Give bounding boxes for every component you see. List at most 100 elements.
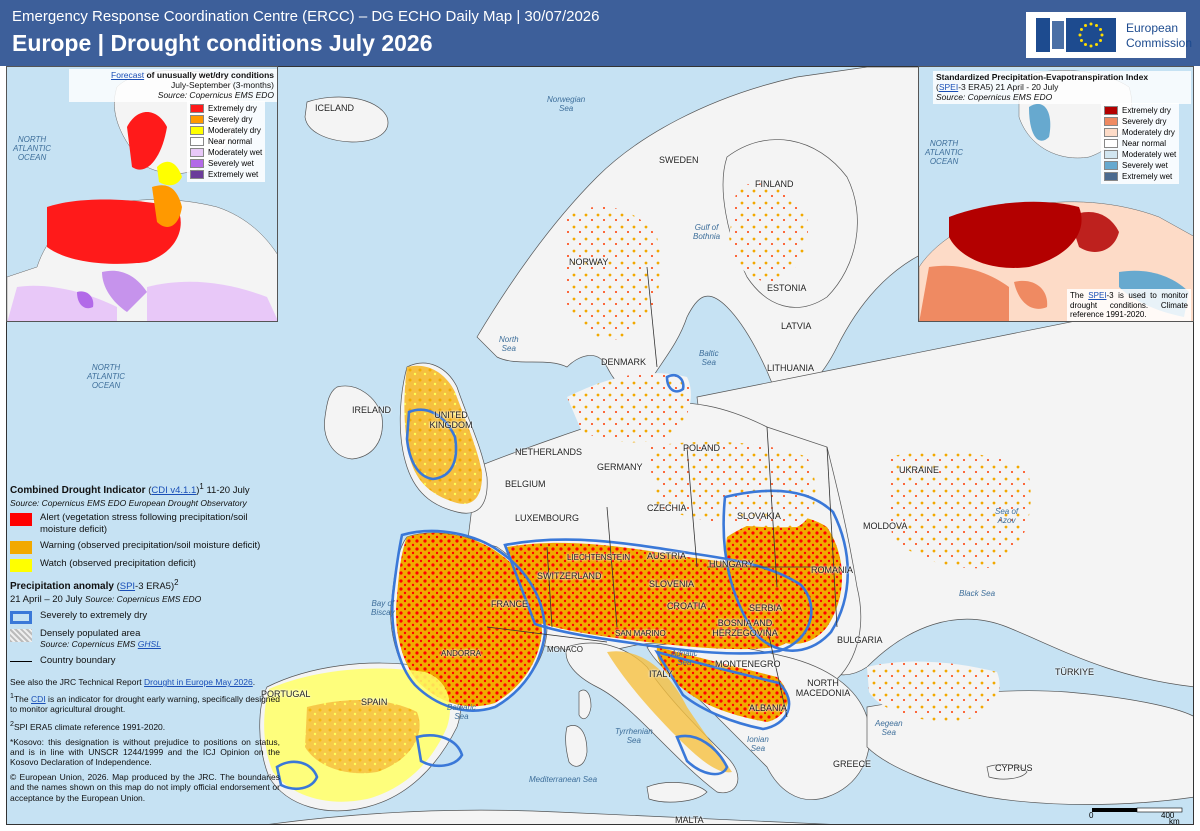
report-link[interactable]: Drought in Europe May 2026 [144,677,253,688]
forecast-period: July-September (3-months) [171,80,274,91]
forecast-legend-row: Moderately wet [190,147,262,158]
legend-label: Severely dry [208,115,253,124]
spi-outline-layer [275,374,850,791]
sea-label: Aegean Sea [875,719,903,738]
sea-label: Adriatic Sea [671,649,698,668]
country-label: ROMANIA [811,565,854,575]
eu-star-icon [1084,23,1087,27]
country-label: CROATIA [667,601,707,611]
legend-label: Moderately wet [208,148,263,157]
eu-star-icon [1095,43,1098,47]
legend-swatch [190,148,204,157]
note-cdi-link[interactable]: CDI [31,694,46,705]
map-header: Emergency Response Coordination Centre (… [0,0,1200,66]
spei-note-link[interactable]: SPEI [1088,291,1107,300]
sea-label: Black Sea [959,589,996,598]
sea-label: North Sea [499,335,519,354]
sea-label: Sea of Azov [995,507,1019,526]
legend-label: Extremely dry [208,104,257,113]
country-label: LITHUANIA [767,363,815,373]
map-legend: Combined Drought Indicator (CDI v4.1.1)1… [10,482,280,803]
sea-label: NORTH ATLANTIC OCEAN [87,363,126,391]
legend-swatch [1104,139,1118,148]
forecast-legend-row: Extremely dry [190,103,262,114]
country-label: BOSNIA AND HERZEGOVINA [712,618,778,638]
country-boundaries [486,266,838,718]
ghsl-link[interactable]: GHSL [137,639,161,650]
spi-link[interactable]: SPI [119,581,136,593]
spei-inset-map[interactable]: Standardized Precipitation-Evapotranspir… [918,66,1194,322]
eu-star-icon [1079,39,1083,42]
legend-swatch [190,104,204,113]
spi-period: 21 April – 20 July [10,593,83,605]
cdi-link[interactable]: CDI v4.1.1 [151,485,197,497]
legend-item-alert: Alert (vegetation stress following preci… [10,512,280,536]
legend-label: Severely wet [208,159,254,168]
legend-item-label: Watch (observed precipitation deficit) [40,558,196,570]
country-label: AUSTRIA [647,551,687,561]
scale-unit: km [1169,817,1180,825]
alert-swatch [10,513,32,527]
country-label: MOLDOVA [863,521,908,531]
forecast-inset-map[interactable]: Forecast of unusually wet/dry conditions… [6,66,278,322]
legend-swatch [190,115,204,124]
spei-inset-title: Standardized Precipitation-Evapotranspir… [933,71,1191,104]
forecast-link[interactable]: Forecast [111,70,145,80]
sea-label: Balearic Sea [447,703,476,722]
eu-star-icon [1099,39,1103,42]
legend-swatch [190,170,204,179]
forecast-legend: Extremely dry Severely dry Moderately dr… [187,101,266,182]
legend-label: Extremely wet [1122,172,1173,181]
spei-legend-row: Moderately dry [1104,127,1176,138]
eu-star-icon [1078,33,1082,37]
sea-label: Bay of Biscay [371,599,395,618]
eu-star-icon [1079,28,1083,31]
legend-label: Severely dry [1122,117,1167,126]
cdi-title: Combined Drought Indicator [10,485,146,497]
forecast-title-rest: of unusually wet/dry conditions [144,70,274,80]
legend-swatch [190,126,204,135]
country-label: MONTENEGRO [715,659,781,669]
country-label: BULGARIA [837,635,883,645]
spei-title: Standardized Precipitation-Evapotranspir… [936,72,1149,82]
legend-label: Moderately dry [1122,128,1175,137]
country-label: LIECHTENSTEIN [567,553,631,562]
country-label: SAN MARINO [615,629,666,638]
country-label: ICELAND [315,103,355,113]
country-label: POLAND [683,443,721,453]
scale-max: 400 [1161,811,1175,820]
country-label: NETHERLANDS [515,447,583,457]
sea-label: Mediterranean Sea [529,775,598,784]
country-label: SWEDEN [659,155,699,165]
spi-title: Precipitation anomaly [10,581,114,593]
country-label: MONACO [547,645,583,654]
sea-label: Norwegian Sea [547,95,586,114]
country-label: ALBANIA [749,703,788,713]
country-label: GERMANY [597,462,643,472]
country-label: LUXEMBOURG [515,513,580,523]
spei-link[interactable]: SPEI [938,82,959,93]
spei-legend-row: Severely wet [1104,160,1176,171]
cdi-source: Source: Copernicus EMS EDO European Drou… [10,497,247,508]
country-label: SWITZERLAND [537,571,602,581]
country-label: NORWAY [569,257,609,267]
country-label: PORTUGAL [261,689,311,699]
spei-subtitle: -3 ERA5) 21 April - 20 July [958,82,1059,93]
legend-label: Severely wet [1122,161,1168,170]
country-label: NORTH MACEDONIA [795,678,851,698]
legend-swatch [1104,150,1118,159]
warning-swatch [10,541,32,555]
legend-item-label: Alert (vegetation stress following preci… [40,512,248,536]
spei-legend-row: Severely dry [1104,116,1176,127]
legend-swatch [190,137,204,146]
eu-star-icon [1099,28,1103,31]
forecast-legend-row: Extremely wet [190,169,262,180]
country-label: FINLAND [755,179,794,189]
spei-legend-row: Moderately wet [1104,149,1176,160]
note-copyright: © European Union, 2026. Map produced by … [10,772,280,803]
spi-swatch [10,610,32,624]
country-label: DENMARK [601,357,647,367]
country-label: SERBIA [749,603,783,613]
country-label: GREECE [833,759,872,769]
country-label: FRANCE [491,599,529,609]
